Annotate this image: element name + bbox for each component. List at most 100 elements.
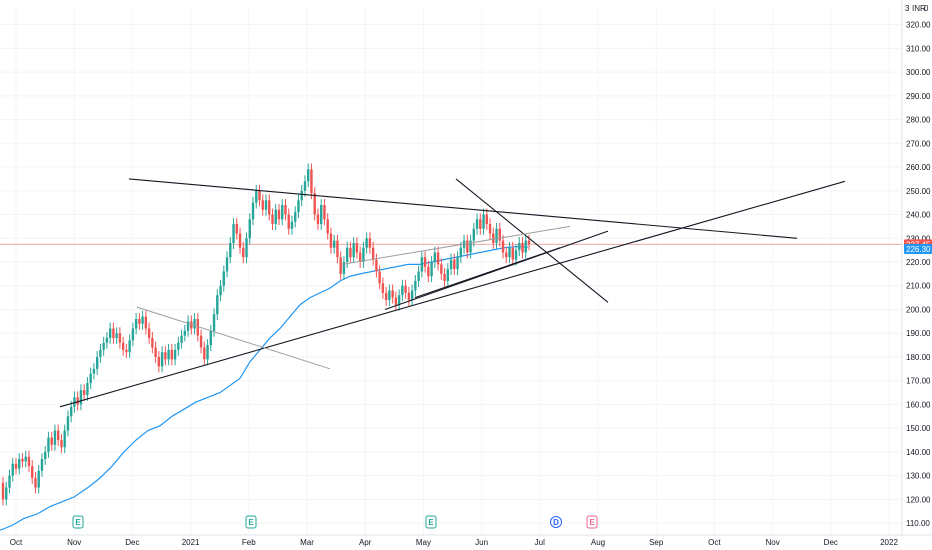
candle — [485, 208, 488, 230]
candle — [18, 453, 21, 475]
candle-body — [206, 345, 209, 360]
candle-body — [488, 224, 492, 234]
y-axis[interactable]: 110.00 120.00 130.00 140.00 150.00 160.00 170.… — [906, 21, 931, 529]
y-tick-label: 160.00 — [906, 400, 931, 409]
candle-body — [268, 200, 271, 215]
candle-body — [203, 347, 206, 360]
candle-body — [44, 451, 47, 460]
y-tick-label: 200.00 — [906, 305, 931, 314]
candle-body — [485, 214, 488, 225]
candle-body — [323, 205, 326, 220]
event-marker[interactable]: E — [586, 515, 598, 529]
channel-line-grey-falling[interactable] — [136, 306, 331, 370]
candle-body — [235, 224, 238, 234]
candle-body — [24, 456, 27, 462]
candle-body — [326, 219, 329, 234]
candle — [349, 241, 352, 264]
candle — [329, 227, 333, 254]
candle-body — [53, 430, 57, 445]
candle — [206, 339, 209, 366]
candle — [199, 329, 203, 354]
trendline-falling-line[interactable] — [455, 178, 609, 303]
candle-body — [472, 228, 476, 241]
event-marker[interactable]: E — [245, 515, 257, 529]
x-tick-label: Dec — [125, 538, 139, 547]
candle-body — [287, 214, 290, 229]
candle — [391, 284, 394, 304]
candle — [420, 251, 424, 278]
candle-body — [368, 238, 372, 248]
trendline-short-support[interactable] — [414, 247, 561, 299]
event-marker[interactable]: E — [72, 515, 84, 529]
candle-body — [271, 214, 274, 225]
candle-body — [443, 273, 446, 281]
candle — [128, 334, 131, 359]
ma-price-tag: 226.30 — [904, 244, 932, 255]
candle — [50, 431, 53, 451]
event-label: E — [75, 518, 81, 527]
candle — [112, 322, 115, 344]
candle — [524, 234, 527, 259]
candle — [355, 237, 359, 259]
candle — [47, 431, 50, 458]
scale-suffix: 0 — [924, 4, 929, 13]
trendlines[interactable] — [59, 178, 846, 408]
candle-body — [342, 262, 346, 274]
y-tick-label: 170.00 — [906, 377, 931, 386]
y-tick-label: 210.00 — [906, 282, 931, 291]
candle-body — [407, 292, 411, 300]
candle — [313, 187, 316, 221]
y-tick-label: 300.00 — [906, 68, 931, 77]
candle — [31, 460, 34, 484]
candle — [154, 341, 157, 363]
x-axis[interactable]: Oct Nov Dec 2021 Feb Mar Apr May Jun Jul Aug Sep Oct… — [10, 538, 899, 547]
y-tick-label: 290.00 — [906, 92, 931, 101]
trendline-upper-resistance[interactable] — [128, 178, 798, 239]
candle — [284, 199, 287, 221]
candle-body — [232, 224, 235, 244]
x-tick-label: Nov — [765, 538, 779, 547]
candle-body — [18, 459, 21, 469]
candle — [365, 232, 368, 254]
candle-body — [216, 295, 219, 315]
y-tick-label: 260.00 — [906, 163, 931, 172]
trendline-lower-support[interactable] — [384, 230, 609, 311]
candle — [261, 194, 264, 216]
candle — [407, 286, 411, 306]
trendline-long-support[interactable] — [59, 180, 846, 408]
candle-body — [193, 318, 196, 329]
candle — [492, 227, 495, 249]
candle — [34, 472, 37, 494]
candle — [268, 194, 271, 221]
candle — [518, 237, 521, 257]
candle — [362, 241, 365, 268]
candle — [138, 313, 141, 330]
candle — [436, 246, 440, 271]
event-marker[interactable]: D — [550, 516, 562, 528]
y-tick-label: 120.00 — [906, 495, 931, 504]
ma-price-label: 226.30 — [906, 245, 931, 254]
candle-body — [362, 247, 365, 263]
candle-body — [212, 314, 216, 331]
channel-line-grey-rising[interactable] — [341, 225, 571, 265]
candle — [242, 241, 245, 264]
x-tick-label: Oct — [10, 538, 23, 547]
candle — [449, 253, 453, 276]
x-tick-label: Mar — [300, 538, 314, 547]
candle-body — [401, 285, 404, 296]
candle-body — [138, 318, 141, 324]
x-tick-label: Jun — [475, 538, 488, 547]
candle-body — [86, 383, 89, 395]
candle-body — [456, 257, 459, 270]
candle-body — [300, 190, 303, 201]
candle-body — [183, 330, 187, 336]
x-tick-label: Sep — [649, 538, 664, 547]
event-marker[interactable]: E — [425, 515, 437, 529]
candle — [281, 199, 284, 226]
scale-header: 3 INR 0 — [905, 4, 929, 13]
candle-body — [164, 352, 167, 360]
candle — [446, 263, 450, 287]
event-label: E — [428, 518, 434, 527]
